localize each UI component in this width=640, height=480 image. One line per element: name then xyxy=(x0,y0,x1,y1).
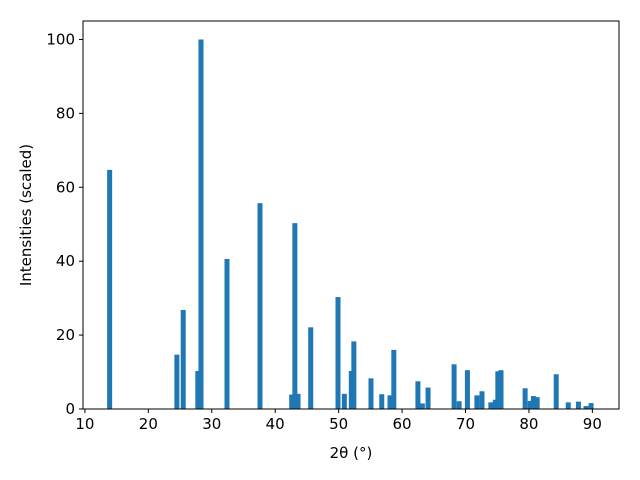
bar xyxy=(498,370,504,409)
bar xyxy=(292,223,298,409)
bar xyxy=(107,169,113,409)
bar xyxy=(335,297,341,409)
x-tick-label: 70 xyxy=(456,415,475,433)
bar xyxy=(474,395,480,409)
y-tick-label: 80 xyxy=(56,104,75,122)
bar xyxy=(495,371,501,409)
bar xyxy=(583,406,589,409)
y-tick-label: 60 xyxy=(56,178,75,196)
x-tick-label: 40 xyxy=(266,415,285,433)
bar xyxy=(479,391,485,409)
bar xyxy=(415,381,421,409)
bar xyxy=(368,378,374,409)
x-tick-label: 50 xyxy=(329,415,348,433)
bar xyxy=(348,370,354,409)
bar xyxy=(180,309,186,409)
bar xyxy=(379,394,385,409)
bar xyxy=(425,387,431,409)
x-axis-label: 2θ (°) xyxy=(330,444,373,462)
bar xyxy=(530,396,536,409)
bar xyxy=(295,393,301,409)
y-tick-label: 0 xyxy=(65,400,75,418)
bar xyxy=(488,402,494,409)
bar xyxy=(575,401,581,409)
bar xyxy=(341,393,347,409)
x-tick-label: 90 xyxy=(583,415,602,433)
y-tick-label: 20 xyxy=(56,326,75,344)
bar xyxy=(289,394,295,409)
x-tick-label: 20 xyxy=(139,415,158,433)
bar xyxy=(257,203,263,409)
bar xyxy=(456,401,462,409)
x-tick-label: 10 xyxy=(75,415,94,433)
x-tick-label: 60 xyxy=(393,415,412,433)
bar xyxy=(351,341,357,409)
x-tick-label: 80 xyxy=(519,415,538,433)
bar xyxy=(174,354,180,409)
plot-frame xyxy=(82,20,620,410)
bar xyxy=(198,39,204,409)
y-tick-label: 40 xyxy=(56,252,75,270)
bar xyxy=(527,400,533,409)
y-axis-label: Intensities (scaled) xyxy=(17,144,35,286)
y-tick-label: 100 xyxy=(46,30,75,48)
bar xyxy=(195,370,201,409)
bar xyxy=(492,399,498,409)
bar xyxy=(391,349,397,409)
bar xyxy=(224,258,230,409)
bar xyxy=(522,388,528,409)
x-tick-label: 30 xyxy=(202,415,221,433)
bar xyxy=(553,374,559,409)
bar xyxy=(419,403,425,409)
bar xyxy=(588,403,594,409)
bar xyxy=(464,370,470,409)
bar xyxy=(387,395,393,409)
bar xyxy=(451,364,457,409)
bar xyxy=(565,402,571,409)
bar xyxy=(308,327,314,409)
bar xyxy=(534,397,540,409)
